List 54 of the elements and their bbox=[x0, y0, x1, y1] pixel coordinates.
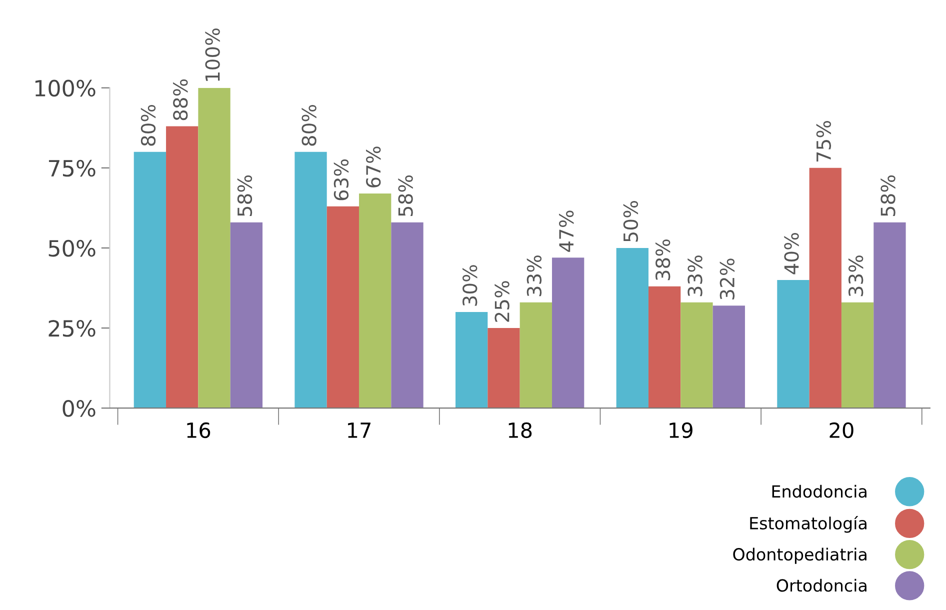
data-label: 47% bbox=[559, 210, 574, 252]
data-label: 33% bbox=[688, 255, 702, 296]
bar bbox=[456, 312, 488, 408]
bar bbox=[520, 302, 552, 408]
bar bbox=[166, 126, 198, 408]
bar bbox=[874, 222, 906, 408]
data-label: 38% bbox=[656, 239, 670, 280]
bar bbox=[841, 302, 874, 408]
data-label: 88% bbox=[173, 79, 188, 120]
data-label: 32% bbox=[720, 258, 735, 300]
bar bbox=[391, 222, 424, 408]
bar bbox=[809, 168, 842, 408]
data-label: 33% bbox=[526, 255, 542, 296]
data-label: 67% bbox=[366, 146, 381, 188]
data-label: 40% bbox=[784, 233, 799, 274]
data-label: 58% bbox=[880, 175, 896, 216]
x-tick-label: 18 bbox=[508, 422, 532, 438]
bar bbox=[616, 248, 648, 408]
bar bbox=[198, 88, 230, 408]
data-label: 25% bbox=[494, 281, 510, 322]
legend-label: Endodoncia bbox=[772, 484, 866, 498]
legend-label: Odontopediatria bbox=[733, 548, 866, 564]
legend-label: Estomatología bbox=[750, 516, 866, 533]
bar bbox=[488, 328, 520, 408]
data-label: 63% bbox=[334, 159, 349, 200]
y-tick-label: 25% bbox=[48, 320, 96, 337]
bar bbox=[294, 152, 327, 408]
bar bbox=[680, 302, 713, 408]
x-tick-label: 17 bbox=[348, 422, 370, 438]
y-tick-label: 100% bbox=[35, 80, 96, 97]
bar bbox=[777, 280, 810, 408]
bar bbox=[712, 306, 745, 408]
bar bbox=[552, 258, 584, 408]
legend-label: Ortodoncia bbox=[776, 578, 866, 592]
y-tick-label: 50% bbox=[48, 240, 96, 257]
data-label: 30% bbox=[462, 265, 478, 306]
bar bbox=[134, 152, 166, 408]
data-label: 80% bbox=[140, 104, 156, 146]
data-label: 100% bbox=[205, 28, 220, 81]
y-tick-label: 75% bbox=[48, 160, 96, 177]
bar bbox=[326, 206, 360, 408]
bar bbox=[648, 286, 681, 408]
data-label: 80% bbox=[302, 104, 316, 146]
bar bbox=[230, 222, 263, 408]
x-tick-label: 19 bbox=[670, 422, 692, 438]
data-label: 58% bbox=[398, 175, 413, 216]
y-tick-label: 0% bbox=[62, 400, 96, 417]
data-label: 75% bbox=[816, 120, 832, 162]
data-label: 58% bbox=[237, 175, 252, 216]
data-label: 33% bbox=[848, 255, 864, 296]
x-tick-label: 16 bbox=[187, 422, 210, 438]
data-label: 50% bbox=[623, 201, 638, 242]
bar bbox=[359, 194, 392, 408]
x-tick-label: 20 bbox=[830, 422, 854, 438]
